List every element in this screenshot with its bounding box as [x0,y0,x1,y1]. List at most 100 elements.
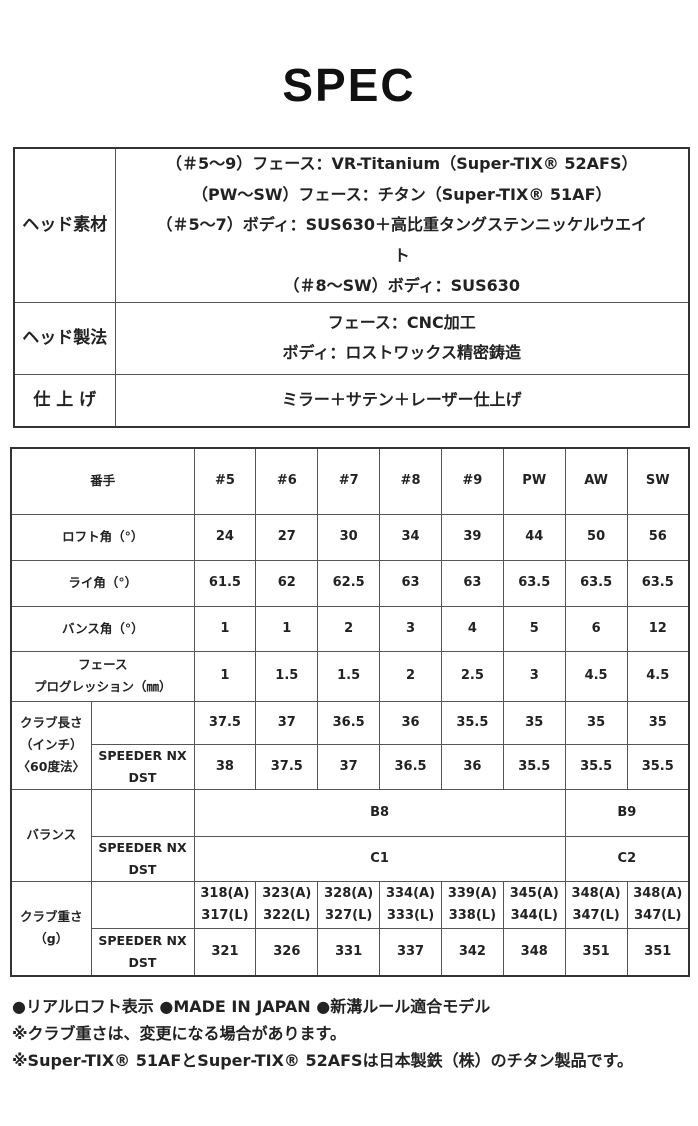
length-row: SPEEDER NX DST 38 37.5 37 36.5 36 35.5 35.5 35.5 [11,743,690,790]
sub-label [90,788,195,837]
spec-row: ライ角（°） 61.5 62 62.5 63 63 63.5 63.5 63.5 [10,559,690,607]
value-line: ト [393,245,410,265]
weight-row: SPEEDER NX DST 321 326 331 337 342 348 351 351 [11,927,690,977]
group-label: バランス [10,788,92,882]
value-cell: 56 [626,513,690,561]
value-cell: 328(A) 327(L) [317,880,381,929]
page-title: SPEC [282,59,416,111]
value-cell: 63 [440,559,504,607]
column-header: #6 [255,447,319,515]
value-cell: 4.5 [564,650,628,702]
value-cell: 44 [502,513,566,561]
value-cell: 1.5 [317,650,381,702]
value-line: ミラー＋サテン＋レーザー仕上げ [281,390,522,409]
value-cell: 3 [379,605,442,652]
value-cell: 351 [564,927,628,977]
value-cell: 331 [317,927,381,977]
value-cell: 62.5 [317,559,381,607]
value-cell: 63.5 [626,559,690,607]
value-cell: 39 [440,513,504,561]
value-cell: 348(A) 347(L) [564,880,628,929]
value-cell: 348 [502,927,566,977]
value-cell: 35 [626,700,690,745]
value-cell: 323(A) 322(L) [255,880,319,929]
head-method-value: フェース：CNC加工 ボディ：ロストワックス精密鋳造 [114,301,690,375]
row-label: ヘッド製法 [13,301,116,375]
finish-value: ミラー＋サテン＋レーザー仕上げ [114,373,690,428]
value-cell: 12 [626,605,690,652]
value-cell: 345(A) 344(L) [502,880,566,929]
value-cell: 4.5 [626,650,690,702]
value-cell: 351 [626,927,690,977]
value-cell: 24 [193,513,257,561]
value-cell: 1 [193,605,257,652]
value-line: （＃5～7）ボディ：SUS630＋高比重タングステンニッケルウエイ [156,215,648,234]
value-cell: 35 [502,700,566,745]
value-cell: 339(A) 338(L) [440,880,504,929]
spec-row: バンス角（°） 1 1 2 3 4 5 6 12 [10,605,690,652]
weight-row: クラブ重さ （g） 318(A) 317(L) 323(A) 322(L) 328(A) 32… [10,880,690,977]
sub-label: SPEEDER NX DST [90,743,195,790]
value-cell: 342 [440,927,504,977]
head-method-row: ヘッド製法 フェース：CNC加工 ボディ：ロストワックス精密鋳造 [13,301,690,375]
value-cell: 35.5 [440,700,504,745]
value-cell: 321 [193,927,257,977]
value-cell: 318(A) 317(L) [193,880,257,929]
value-cell: 2.5 [440,650,504,702]
head-material-row: ヘッド素材 （＃5～9）フェース：VR-Titanium（Super-TIX® … [13,147,690,303]
value-cell: 6 [564,605,628,652]
column-header: #7 [317,447,381,515]
value-cell: B9 [564,788,690,837]
row-label: フェース プログレッション（㎜） [10,650,195,702]
value-cell: 35 [564,700,628,745]
value-cell: 35.5 [626,743,690,790]
row-label: 仕 上 げ [13,373,116,428]
value-cell: 35.5 [564,743,628,790]
note-line: ※クラブ重さは、変更になる場合があります。 [12,1024,346,1043]
sub-label [90,880,195,929]
value-cell: 326 [255,927,319,977]
value-cell: 36 [440,743,504,790]
value-cell: 35.5 [502,743,566,790]
value-line: （＃8～SW）ボディ：SUS630 [283,276,521,295]
row-label: ヘッド素材 [13,147,116,303]
value-cell: 62 [255,559,319,607]
value-cell: 30 [317,513,381,561]
value-cell: 38 [193,743,257,790]
value-cell: 37 [317,743,381,790]
header-row: 番手 #5 #6 #7 #8 #9 PW AW SW [10,447,690,515]
value-cell: 37.5 [193,700,257,745]
sub-label [90,700,195,745]
balance-row: SPEEDER NX DST C1 C2 [11,835,690,882]
header-label: 番手 [10,447,195,515]
materials-table: ヘッド素材 （＃5～9）フェース：VR-Titanium（Super-TIX® … [13,147,690,428]
value-cell: 337 [379,927,442,977]
value-cell: 61.5 [193,559,257,607]
value-line: フェース：CNC加工 [327,312,476,332]
value-cell: 1.5 [255,650,319,702]
value-cell: 2 [317,605,381,652]
value-line: （＃5～9）フェース：VR-Titanium（Super-TIX® 52AFS） [165,154,638,173]
finish-row: 仕 上 げ ミラー＋サテン＋レーザー仕上げ [13,373,690,428]
value-cell: 63.5 [564,559,628,607]
value-cell: 5 [502,605,566,652]
row-label: バンス角（°） [10,605,195,652]
sub-label: SPEEDER NX DST [90,927,195,977]
notes: ●リアルロフト表示 ●MADE IN JAPAN ●新溝ルール適合モデル ※クラ… [12,993,633,1074]
column-header: SW [626,447,690,515]
balance-row: バランス B8 B9 [10,788,690,882]
spec-table: 番手 #5 #6 #7 #8 #9 PW AW SW ロフト角（°） 24 27 30 34 39 44 50 5… [10,447,690,977]
value-cell: 3 [502,650,566,702]
length-row: クラブ長さ （インチ） 〈60度法〉 37.5 37 36.5 36 35.5 35 35 35 [10,700,690,790]
column-header: #9 [440,447,504,515]
note-line: ※Super-TIX® 51AFとSuper-TIX® 52AFSは日本製鉄（株… [12,1051,633,1070]
row-label: ロフト角（°） [10,513,195,561]
value-cell: C2 [564,835,690,882]
column-header: PW [502,447,566,515]
value-cell: 1 [255,605,319,652]
value-cell: C1 [193,835,566,882]
value-cell: 36.5 [317,700,381,745]
value-cell: 36 [379,700,442,745]
value-line: （PW～SW）フェース：チタン（Super-TIX® 51AF） [192,184,612,204]
value-cell: 63.5 [502,559,566,607]
